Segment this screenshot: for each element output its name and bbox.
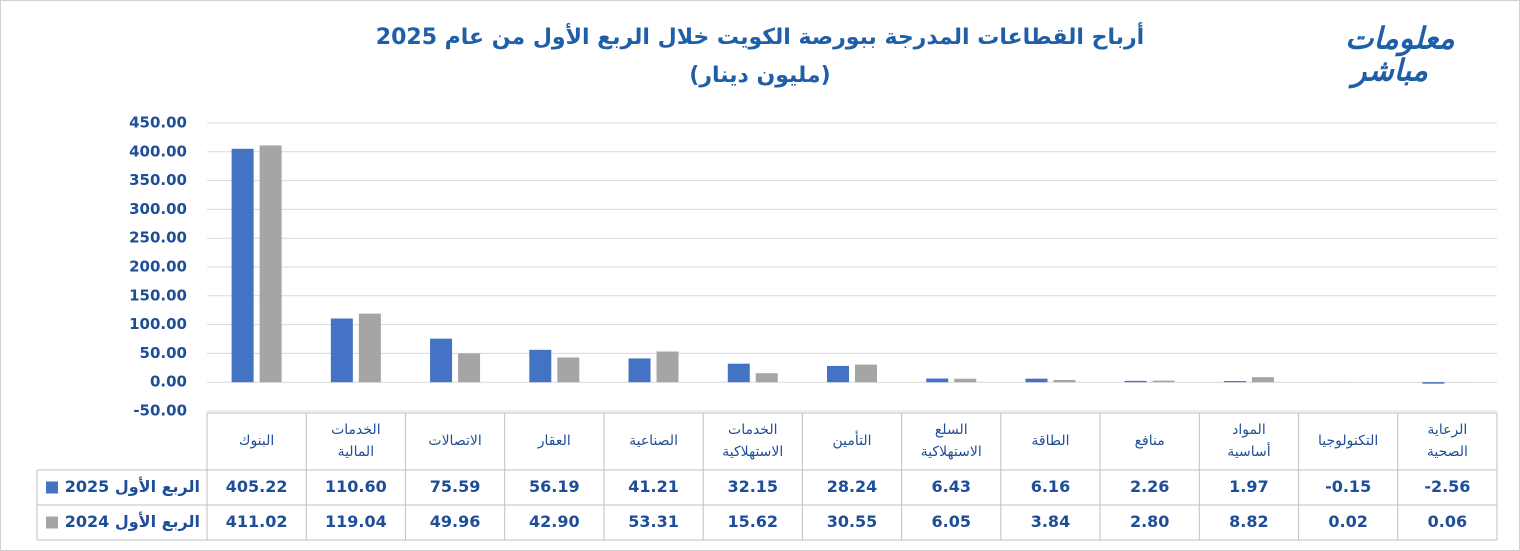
bar bbox=[330, 318, 353, 383]
table-value: 15.62 bbox=[727, 512, 778, 531]
table-value: 1.97 bbox=[1229, 477, 1268, 496]
table-value: 8.82 bbox=[1229, 512, 1268, 531]
chart-title: أرباح القطاعات المدرجة ببورصة الكويت خلا… bbox=[376, 21, 1144, 50]
table-value: 32.15 bbox=[727, 477, 778, 496]
x-tick-label: الصناعية bbox=[629, 433, 678, 449]
table-value: -2.56 bbox=[1424, 477, 1470, 496]
bar bbox=[458, 353, 481, 383]
table-value: 2.80 bbox=[1130, 512, 1169, 531]
table-value: 49.96 bbox=[430, 512, 481, 531]
x-tick-label: الخدمات bbox=[331, 422, 381, 438]
x-tick-label: البنوك bbox=[239, 433, 274, 449]
logo-line: معلومات bbox=[1345, 22, 1454, 57]
table-value: 53.31 bbox=[628, 512, 679, 531]
bar bbox=[529, 349, 552, 383]
bar bbox=[1422, 382, 1445, 384]
table-value: 75.59 bbox=[430, 477, 481, 496]
x-tick-label: المالية bbox=[338, 444, 375, 460]
table-value: 56.19 bbox=[529, 477, 580, 496]
table-value: 28.24 bbox=[827, 477, 878, 496]
bar bbox=[954, 378, 977, 383]
bar bbox=[755, 373, 778, 383]
table-value: 110.60 bbox=[325, 477, 387, 496]
table-value: 405.22 bbox=[226, 477, 288, 496]
legend-swatch bbox=[46, 516, 58, 529]
y-tick-label: 250.00 bbox=[129, 229, 187, 247]
bar bbox=[557, 357, 580, 383]
x-tick-label: العقار bbox=[537, 433, 571, 449]
bar bbox=[727, 363, 750, 383]
bar bbox=[1251, 377, 1274, 383]
y-tick-label: 0.00 bbox=[150, 373, 187, 391]
table-value: 0.02 bbox=[1328, 512, 1367, 531]
x-tick-label: الطاقة bbox=[1031, 433, 1069, 449]
x-tick-label: الاتصالات bbox=[428, 433, 481, 449]
x-tick-label: أساسية bbox=[1227, 442, 1270, 460]
bar bbox=[1124, 380, 1147, 383]
table-value: 30.55 bbox=[827, 512, 878, 531]
table-value: 0.06 bbox=[1428, 512, 1467, 531]
bar bbox=[1025, 378, 1048, 383]
table-value: 6.16 bbox=[1031, 477, 1070, 496]
logo-line: مباشر bbox=[1348, 54, 1428, 89]
y-tick-label: 100.00 bbox=[129, 315, 187, 333]
x-tick-label: الاستهلاكية bbox=[921, 444, 982, 460]
table-value: 119.04 bbox=[325, 512, 387, 531]
bar bbox=[656, 351, 679, 383]
legend-swatch bbox=[46, 481, 58, 494]
y-tick-label: 150.00 bbox=[129, 286, 187, 304]
legend-label: الربع الأول 2025 bbox=[65, 477, 200, 496]
bar bbox=[926, 378, 949, 383]
chart-subtitle: (مليون دينار) bbox=[689, 63, 830, 88]
table-value: 3.84 bbox=[1031, 512, 1070, 531]
table-value: 6.05 bbox=[931, 512, 970, 531]
bar bbox=[1223, 381, 1246, 383]
x-tick-label: منافع bbox=[1135, 433, 1165, 449]
x-tick-label: المواد bbox=[1232, 422, 1266, 438]
x-tick-label: الصحية bbox=[1427, 444, 1468, 460]
y-tick-label: 300.00 bbox=[129, 200, 187, 218]
bar bbox=[1053, 379, 1076, 383]
x-tick-label: السلع bbox=[935, 422, 968, 438]
bar bbox=[628, 358, 651, 383]
bar bbox=[855, 364, 877, 383]
table-value: 6.43 bbox=[931, 477, 970, 496]
table-value: 42.90 bbox=[529, 512, 580, 531]
table-value: 41.21 bbox=[628, 477, 679, 496]
bar bbox=[231, 148, 254, 383]
x-tick-label: التكنولوجيا bbox=[1318, 433, 1378, 449]
x-tick-label: الرعاية bbox=[1427, 422, 1467, 438]
legend-label: الربع الأول 2024 bbox=[65, 512, 200, 531]
y-tick-label: 50.00 bbox=[140, 344, 187, 362]
table-value: 2.26 bbox=[1130, 477, 1169, 496]
bar bbox=[259, 145, 282, 383]
x-tick-label: الخدمات bbox=[728, 422, 778, 438]
bar bbox=[1152, 380, 1175, 383]
table-value: -0.15 bbox=[1325, 477, 1371, 496]
bar bbox=[430, 338, 453, 383]
y-tick-label: 350.00 bbox=[129, 171, 187, 189]
y-tick-label: 200.00 bbox=[129, 258, 187, 276]
y-tick-label: -50.00 bbox=[133, 402, 187, 420]
bar bbox=[827, 365, 849, 383]
bar bbox=[358, 313, 381, 383]
y-tick-label: 450.00 bbox=[129, 114, 187, 132]
table-value: 411.02 bbox=[226, 512, 288, 531]
x-tick-label: التأمين bbox=[832, 430, 871, 449]
x-tick-label: الاستهلاكية bbox=[722, 444, 783, 460]
y-tick-label: 400.00 bbox=[129, 142, 187, 160]
